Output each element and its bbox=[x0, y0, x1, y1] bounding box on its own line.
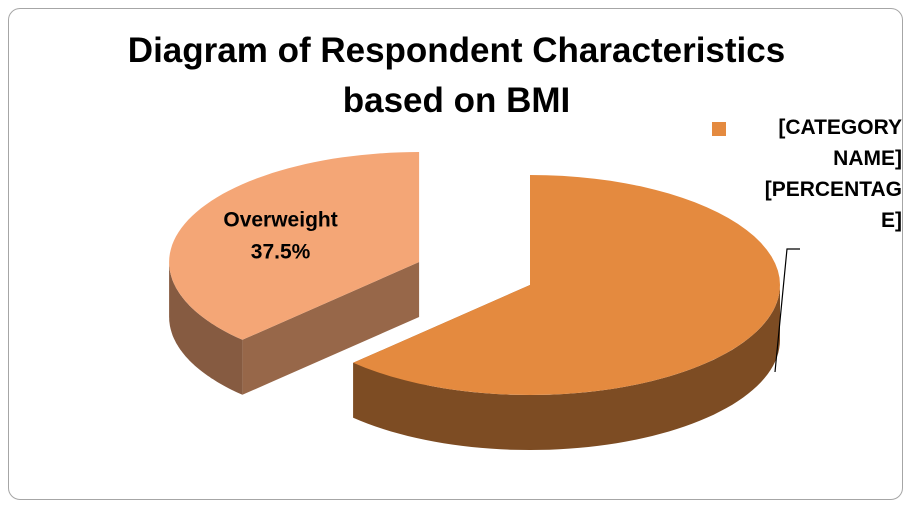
data-label: Overweight bbox=[223, 208, 337, 231]
slice-side bbox=[242, 262, 420, 395]
slice-wall bbox=[353, 285, 780, 450]
legend-key bbox=[712, 122, 726, 136]
slice bbox=[169, 152, 420, 340]
data-label: 37.5% bbox=[251, 240, 311, 263]
placeholder-label: [CATEGORY NAME] [PERCENTAGE] bbox=[764, 116, 902, 232]
leader-line bbox=[774, 248, 800, 373]
slice-wall bbox=[169, 262, 243, 395]
slice bbox=[353, 175, 780, 395]
chart-frame bbox=[8, 8, 903, 500]
chart-title: Diagram of Respondent Characteristics ba… bbox=[127, 31, 786, 120]
